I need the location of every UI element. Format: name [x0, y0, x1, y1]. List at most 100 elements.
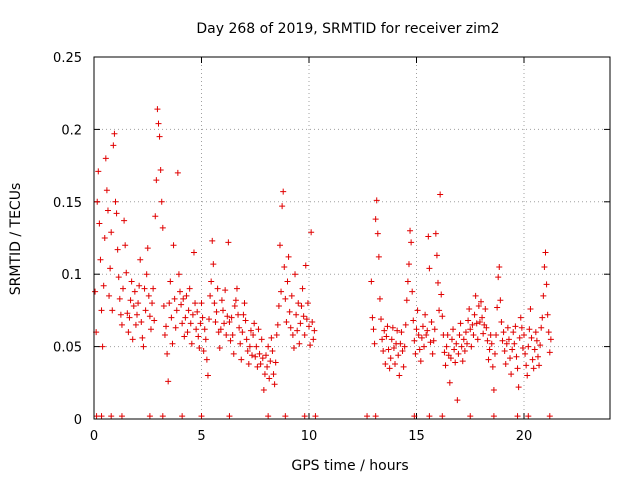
data-point	[256, 350, 263, 357]
data-point	[479, 314, 486, 321]
data-point	[298, 303, 305, 310]
data-point	[292, 271, 299, 278]
data-point	[139, 334, 146, 341]
data-point	[232, 297, 239, 304]
data-point	[193, 326, 200, 333]
data-point	[368, 278, 375, 285]
data-point	[304, 300, 311, 307]
data-point	[115, 274, 122, 281]
data-point	[165, 378, 172, 385]
data-point	[498, 318, 505, 325]
data-point	[447, 355, 454, 362]
data-point	[128, 278, 135, 285]
data-point	[150, 285, 157, 292]
data-point	[369, 314, 376, 321]
data-point	[451, 346, 458, 353]
data-point	[418, 334, 425, 341]
data-point	[543, 281, 550, 288]
data-point	[276, 242, 283, 249]
data-point	[450, 326, 457, 333]
data-point	[444, 332, 451, 339]
data-point	[403, 297, 410, 304]
data-point	[470, 332, 477, 339]
data-point	[526, 326, 533, 333]
data-point	[217, 326, 224, 333]
data-point	[382, 360, 389, 367]
data-point	[442, 362, 449, 369]
data-point	[484, 337, 491, 344]
data-point	[491, 350, 498, 357]
data-point	[310, 336, 317, 343]
data-point	[490, 413, 497, 420]
data-point	[131, 288, 138, 295]
data-point	[113, 210, 120, 217]
data-point	[414, 307, 421, 314]
data-point	[473, 320, 480, 327]
data-point	[495, 274, 502, 281]
data-point	[233, 285, 240, 292]
data-point	[311, 327, 318, 334]
data-point	[247, 327, 254, 334]
data-point	[429, 350, 436, 357]
data-point	[295, 300, 302, 307]
data-point	[167, 278, 174, 285]
data-point	[181, 333, 188, 340]
data-point	[411, 413, 418, 420]
data-point	[278, 288, 285, 295]
data-point	[187, 320, 194, 327]
data-point	[383, 333, 390, 340]
data-point	[258, 336, 265, 343]
data-point	[501, 347, 508, 354]
data-point	[294, 327, 301, 334]
data-point	[212, 318, 219, 325]
data-point	[523, 362, 530, 369]
data-point	[159, 224, 166, 231]
data-point	[103, 187, 110, 194]
data-point	[101, 235, 108, 241]
data-point	[121, 217, 128, 224]
data-point	[534, 353, 541, 360]
data-point	[147, 326, 154, 333]
data-point	[525, 413, 532, 420]
data-point	[94, 198, 101, 205]
data-point	[513, 353, 520, 360]
data-point	[229, 332, 236, 339]
data-point	[213, 308, 220, 315]
data-point	[425, 233, 432, 240]
data-point	[107, 265, 114, 272]
data-point	[375, 253, 382, 260]
data-point	[273, 332, 280, 339]
data-point	[164, 350, 171, 357]
data-point	[129, 336, 136, 343]
data-point	[424, 327, 431, 334]
data-point	[203, 356, 210, 363]
y-tick-label: 0.05	[53, 341, 82, 356]
data-point	[210, 261, 217, 268]
data-point	[268, 334, 275, 341]
data-point	[254, 363, 261, 370]
data-point	[385, 346, 392, 353]
data-point	[436, 307, 443, 314]
data-point	[486, 346, 493, 353]
data-point	[542, 249, 549, 256]
data-point	[307, 342, 314, 349]
data-point	[255, 326, 262, 333]
data-point	[95, 168, 102, 175]
data-point	[459, 358, 466, 365]
y-tick-label: 0	[74, 413, 82, 428]
data-point	[454, 397, 461, 404]
data-point	[202, 336, 209, 343]
data-point	[96, 220, 103, 227]
data-point	[390, 345, 397, 352]
data-point	[198, 413, 205, 420]
data-point	[185, 307, 192, 314]
data-point	[209, 237, 216, 244]
data-point	[146, 413, 153, 420]
data-point	[537, 342, 544, 349]
x-axis-label: GPS time / hours	[291, 458, 408, 474]
data-point	[489, 363, 496, 370]
data-point	[415, 332, 422, 339]
data-point	[157, 166, 164, 173]
data-point	[398, 329, 405, 336]
data-point	[179, 413, 186, 420]
